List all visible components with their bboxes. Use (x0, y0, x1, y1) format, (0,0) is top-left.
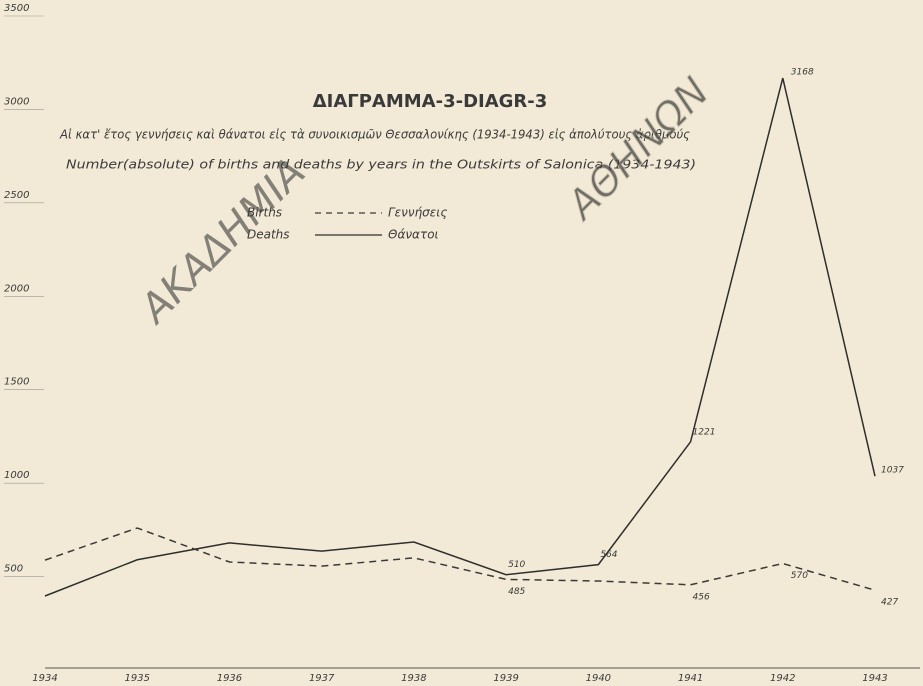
x-tick-label: 1942 (770, 673, 795, 684)
legend-label: Births (247, 206, 282, 220)
x-tick-label: 1939 (493, 673, 518, 684)
y-tick-label: 1500 (4, 377, 29, 388)
legend-label: Deaths (247, 228, 290, 242)
line-1 (45, 78, 875, 596)
x-tick-label: 1941 (678, 673, 703, 684)
x-tick-label: 1940 (586, 673, 611, 684)
x-tick-label: 1937 (309, 673, 335, 684)
y-tick-label: 2500 (4, 190, 29, 201)
y-tick-label: 3500 (4, 3, 29, 14)
chart-title: ΔΙΑΓΡΑΜΜΑ-3-DIAGR-3 (313, 91, 548, 112)
chart: ΔΙΑΓΡΑΜΜΑ-3-DIAGR-3 Αἱ κατ' ἔτος γεννήσε… (0, 0, 923, 686)
x-tick-label: 1935 (124, 673, 149, 684)
watermark: ΑΘΗΝΩΝ (557, 69, 718, 230)
y-tick-label: 500 (4, 564, 23, 575)
value-label: 3168 (791, 68, 814, 78)
value-label: 485 (508, 587, 525, 597)
value-label: 570 (791, 571, 808, 581)
y-tick-label: 2000 (4, 283, 29, 294)
value-label: 1037 (881, 466, 904, 476)
value-label: 427 (881, 598, 898, 608)
chart-subtitle: Αἱ κατ' ἔτος γεννήσεις καὶ θάνατοι εἰς τ… (59, 128, 690, 142)
x-tick-label: 1938 (401, 673, 426, 684)
x-tick-label: 1943 (862, 673, 887, 684)
value-label: 510 (508, 560, 525, 570)
legend-label-gr: Θάνατοι (388, 228, 439, 242)
x-tick-label: 1934 (32, 673, 57, 684)
x-tick-label: 1936 (217, 673, 242, 684)
legend-label-gr: Γεννήσεις (388, 206, 447, 220)
y-tick-label: 3000 (4, 96, 29, 107)
y-tick-label: 1000 (4, 470, 29, 481)
value-label: 564 (600, 550, 617, 560)
value-label: 1221 (693, 427, 716, 437)
value-label: 456 (693, 592, 710, 602)
